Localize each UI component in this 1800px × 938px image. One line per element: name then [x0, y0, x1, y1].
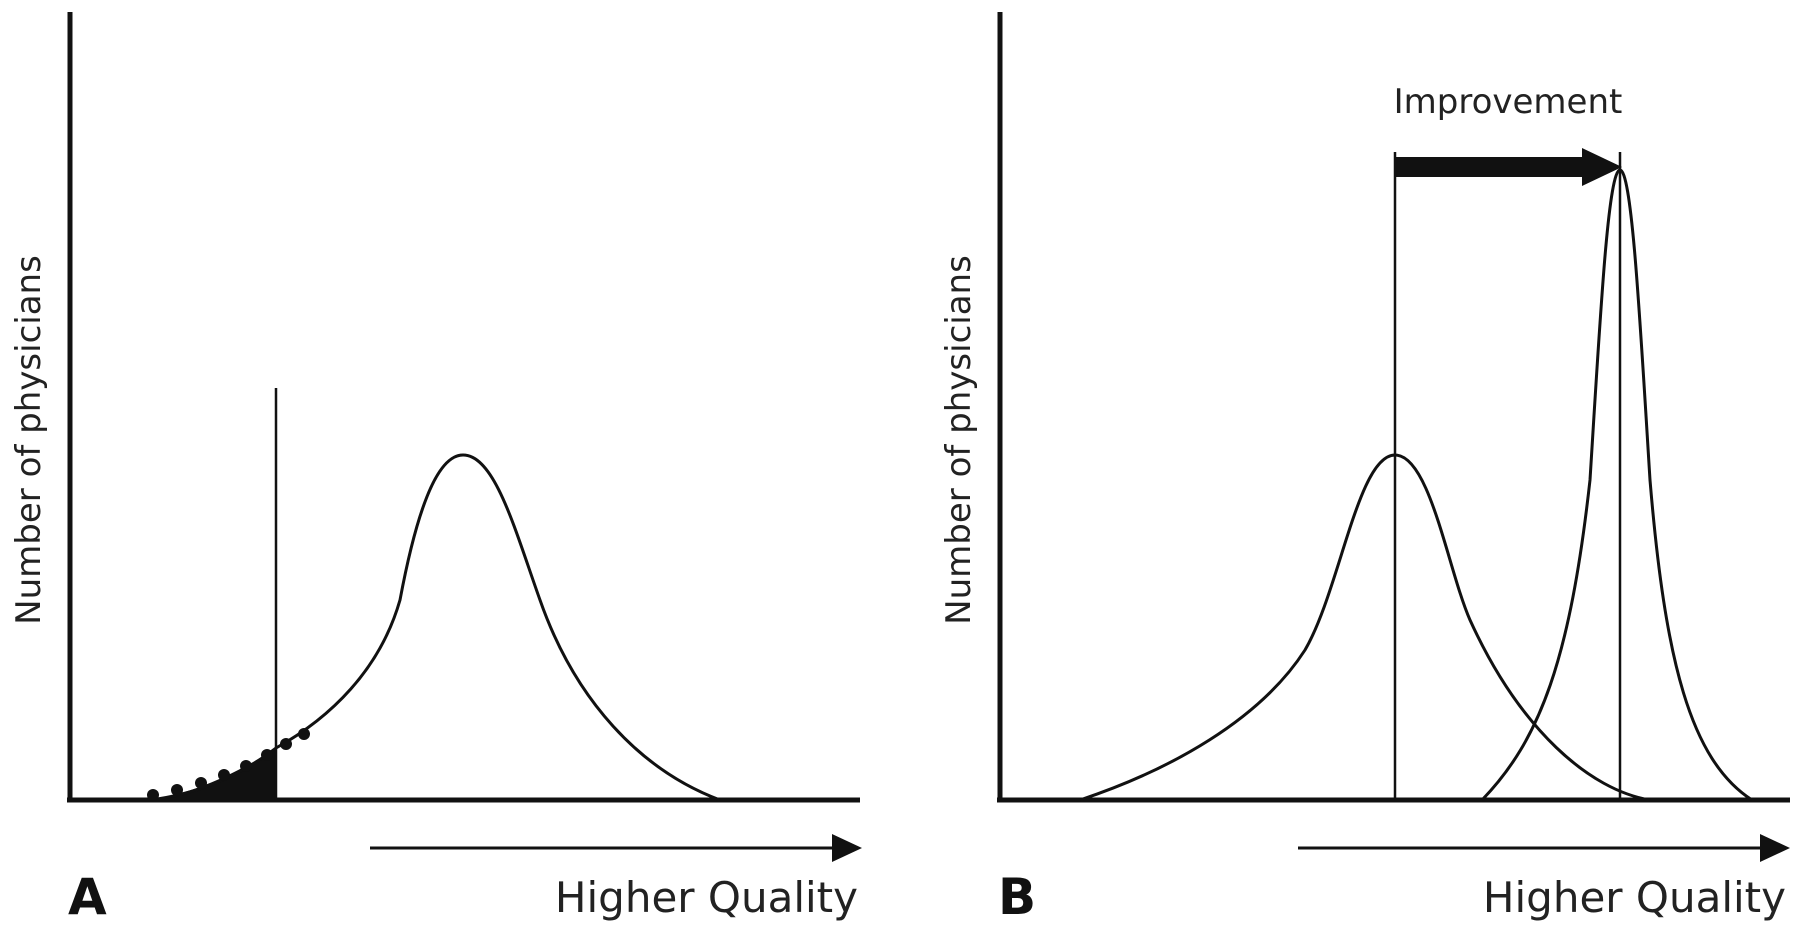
- panel-a-quality-arrowhead: [832, 834, 862, 862]
- panel-a-shaded-tail: [150, 748, 276, 800]
- tail-dot: [171, 784, 183, 796]
- tail-dot: [218, 769, 230, 781]
- panel-b-x-axis-label: Higher Quality: [1483, 873, 1786, 922]
- panel-a-y-axis-label: Number of physicians: [9, 255, 49, 625]
- tail-dot: [240, 760, 252, 772]
- tail-dot: [195, 777, 207, 789]
- tail-dot: [261, 749, 273, 761]
- panel-b-letter: B: [998, 868, 1036, 926]
- panel-a-x-axis-label: Higher Quality: [555, 873, 858, 922]
- tail-dot: [298, 728, 310, 740]
- panel-b-improvement-arrowhead: [1582, 148, 1622, 186]
- panel-a-tail-dots: [147, 728, 310, 801]
- panel-b-improved-distribution: [1480, 168, 1753, 802]
- panel-a-letter: A: [68, 868, 107, 926]
- tail-dot: [147, 789, 159, 801]
- tail-dot: [280, 738, 292, 750]
- panel-b-improvement-label: Improvement: [1394, 82, 1623, 122]
- panel-b: Number of physicians Improvement Higher …: [939, 12, 1790, 926]
- panel-b-quality-arrowhead: [1760, 834, 1790, 862]
- panel-b-improvement-arrow-shaft: [1395, 157, 1590, 177]
- panel-a: Number of physicians Higher Quality A: [9, 12, 862, 926]
- panel-b-original-distribution: [1079, 453, 1651, 802]
- panel-b-y-axis-label: Number of physicians: [939, 255, 979, 625]
- panel-a-distribution-curve: [149, 453, 721, 802]
